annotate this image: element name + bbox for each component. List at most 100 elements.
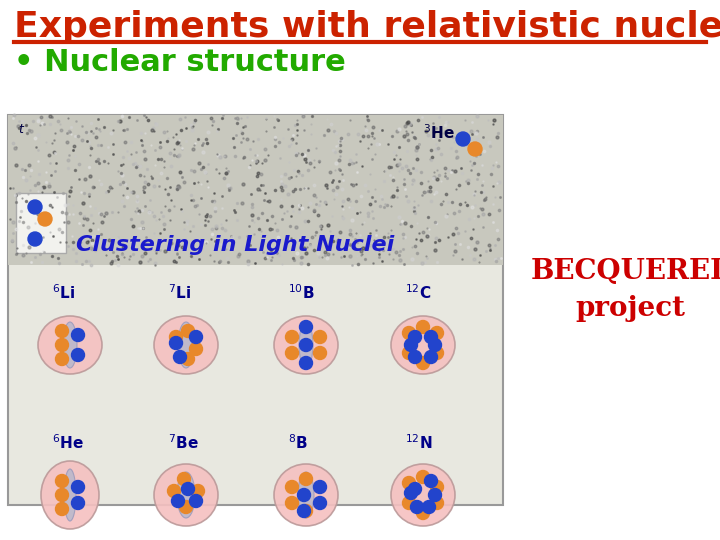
Circle shape — [313, 481, 326, 494]
Circle shape — [181, 483, 194, 496]
Circle shape — [71, 481, 84, 494]
Ellipse shape — [63, 322, 77, 368]
FancyBboxPatch shape — [8, 115, 503, 505]
Ellipse shape — [64, 469, 76, 521]
Circle shape — [425, 350, 438, 363]
Circle shape — [405, 487, 418, 500]
Text: $^{3}$He: $^{3}$He — [423, 123, 455, 141]
Circle shape — [408, 350, 421, 363]
Circle shape — [28, 232, 42, 246]
Circle shape — [168, 484, 181, 497]
Ellipse shape — [178, 322, 194, 368]
Circle shape — [189, 342, 202, 355]
Circle shape — [313, 347, 326, 360]
Circle shape — [55, 353, 68, 366]
Circle shape — [431, 327, 444, 340]
Circle shape — [286, 347, 299, 360]
Ellipse shape — [391, 464, 455, 526]
Circle shape — [55, 339, 68, 352]
Circle shape — [423, 501, 436, 514]
Circle shape — [71, 348, 84, 361]
Circle shape — [71, 328, 84, 341]
Circle shape — [402, 496, 415, 510]
Circle shape — [179, 501, 192, 514]
Text: Clustering in Light Nuclei: Clustering in Light Nuclei — [76, 235, 395, 255]
Circle shape — [286, 330, 299, 343]
Circle shape — [408, 330, 421, 343]
Ellipse shape — [274, 316, 338, 374]
Circle shape — [402, 327, 415, 340]
Circle shape — [431, 481, 444, 494]
Circle shape — [55, 503, 68, 516]
Circle shape — [416, 507, 430, 519]
Ellipse shape — [299, 323, 313, 367]
Circle shape — [297, 489, 310, 502]
Text: $^{7}$Be: $^{7}$Be — [168, 433, 199, 451]
Circle shape — [71, 496, 84, 510]
Circle shape — [408, 483, 421, 496]
Circle shape — [468, 142, 482, 156]
Circle shape — [55, 489, 68, 502]
Text: $^{7}$Li: $^{7}$Li — [168, 283, 191, 302]
Circle shape — [313, 496, 326, 510]
Circle shape — [416, 321, 430, 334]
Circle shape — [416, 470, 430, 483]
Circle shape — [171, 495, 184, 508]
Circle shape — [169, 330, 182, 343]
Circle shape — [300, 504, 312, 517]
Circle shape — [300, 356, 312, 369]
Ellipse shape — [177, 472, 195, 518]
Circle shape — [178, 472, 191, 485]
Circle shape — [181, 325, 194, 338]
Text: $^{12}$N: $^{12}$N — [405, 433, 433, 451]
Text: project: project — [575, 294, 685, 321]
Circle shape — [425, 475, 438, 488]
Circle shape — [402, 347, 415, 360]
Circle shape — [428, 489, 441, 502]
Ellipse shape — [41, 461, 99, 529]
Text: $^{6}$Li: $^{6}$Li — [52, 283, 75, 302]
Circle shape — [410, 501, 423, 514]
Text: $^{8}$B: $^{8}$B — [288, 433, 308, 451]
Text: Experiments with relativistic nuclei: Experiments with relativistic nuclei — [14, 10, 720, 44]
Circle shape — [425, 330, 438, 343]
Ellipse shape — [391, 316, 455, 374]
Circle shape — [174, 350, 186, 363]
Ellipse shape — [298, 472, 314, 518]
Circle shape — [416, 356, 430, 369]
Circle shape — [189, 330, 202, 343]
Circle shape — [55, 475, 68, 488]
Text: • Nuclear structure: • Nuclear structure — [14, 48, 346, 77]
Circle shape — [300, 472, 312, 485]
Circle shape — [189, 495, 202, 508]
Text: $^{12}$C: $^{12}$C — [405, 283, 431, 302]
Text: t: t — [18, 123, 23, 136]
Circle shape — [192, 484, 204, 497]
Ellipse shape — [154, 464, 218, 526]
Circle shape — [300, 321, 312, 334]
Circle shape — [300, 339, 312, 352]
Ellipse shape — [38, 316, 102, 374]
Ellipse shape — [154, 316, 218, 374]
Circle shape — [181, 353, 194, 366]
Ellipse shape — [274, 464, 338, 526]
Text: $^{6}$He: $^{6}$He — [52, 433, 84, 451]
Circle shape — [456, 132, 470, 146]
Text: $^{10}$B: $^{10}$B — [288, 283, 315, 302]
Circle shape — [402, 476, 415, 489]
Circle shape — [55, 325, 68, 338]
Circle shape — [405, 339, 418, 352]
Circle shape — [428, 339, 441, 352]
Circle shape — [297, 504, 310, 517]
Circle shape — [431, 496, 444, 510]
FancyBboxPatch shape — [8, 115, 503, 265]
Circle shape — [313, 330, 326, 343]
Circle shape — [38, 212, 52, 226]
Circle shape — [286, 481, 299, 494]
Text: BECQUEREL: BECQUEREL — [530, 259, 720, 286]
Circle shape — [169, 336, 182, 349]
Circle shape — [286, 496, 299, 510]
Circle shape — [28, 200, 42, 214]
Circle shape — [431, 347, 444, 360]
FancyBboxPatch shape — [16, 193, 66, 253]
